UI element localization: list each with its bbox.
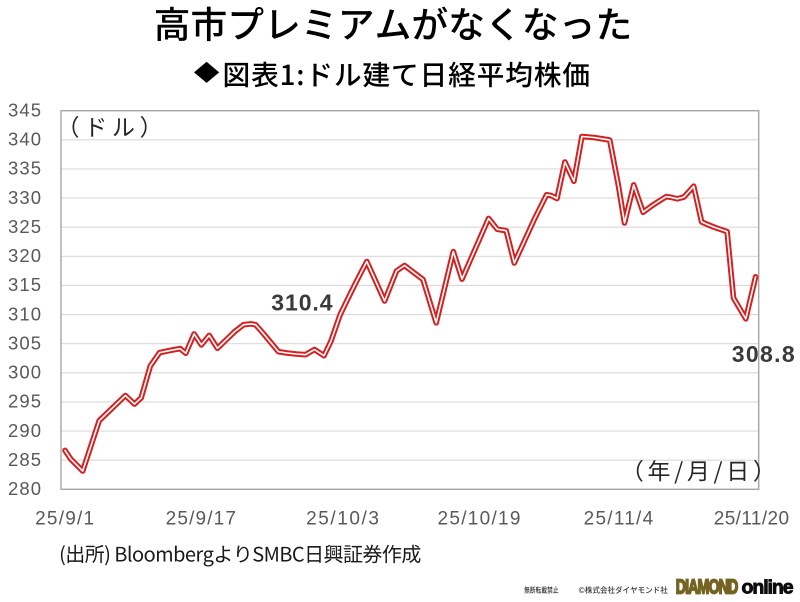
svg-text:25/9/17: 25/9/17 xyxy=(166,508,236,529)
svg-text:345: 345 xyxy=(8,99,41,120)
svg-text:340: 340 xyxy=(8,129,41,150)
svg-text:25/10/19: 25/10/19 xyxy=(438,508,521,529)
svg-text:DIAMOND: DIAMOND xyxy=(676,575,739,598)
svg-text:305: 305 xyxy=(8,332,41,353)
svg-text:310.4: 310.4 xyxy=(271,290,332,316)
svg-text:295: 295 xyxy=(8,391,41,412)
svg-text:25/10/3: 25/10/3 xyxy=(306,508,379,529)
svg-text:330: 330 xyxy=(8,187,41,208)
svg-text:290: 290 xyxy=(8,420,41,441)
svg-text:325: 325 xyxy=(8,216,41,237)
svg-text:315: 315 xyxy=(8,274,41,295)
svg-text:308.8: 308.8 xyxy=(732,341,795,367)
svg-text:335: 335 xyxy=(8,158,41,179)
svg-text:310: 310 xyxy=(8,303,41,324)
svg-text:25/11/20: 25/11/20 xyxy=(714,508,789,529)
svg-text:25/9/1: 25/9/1 xyxy=(35,508,94,529)
svg-text:25/11/4: 25/11/4 xyxy=(584,508,654,529)
svg-text:online: online xyxy=(742,577,794,599)
svg-text:280: 280 xyxy=(8,478,41,499)
svg-text:320: 320 xyxy=(8,245,41,266)
svg-text:300: 300 xyxy=(8,362,41,383)
svg-text:285: 285 xyxy=(8,449,41,470)
